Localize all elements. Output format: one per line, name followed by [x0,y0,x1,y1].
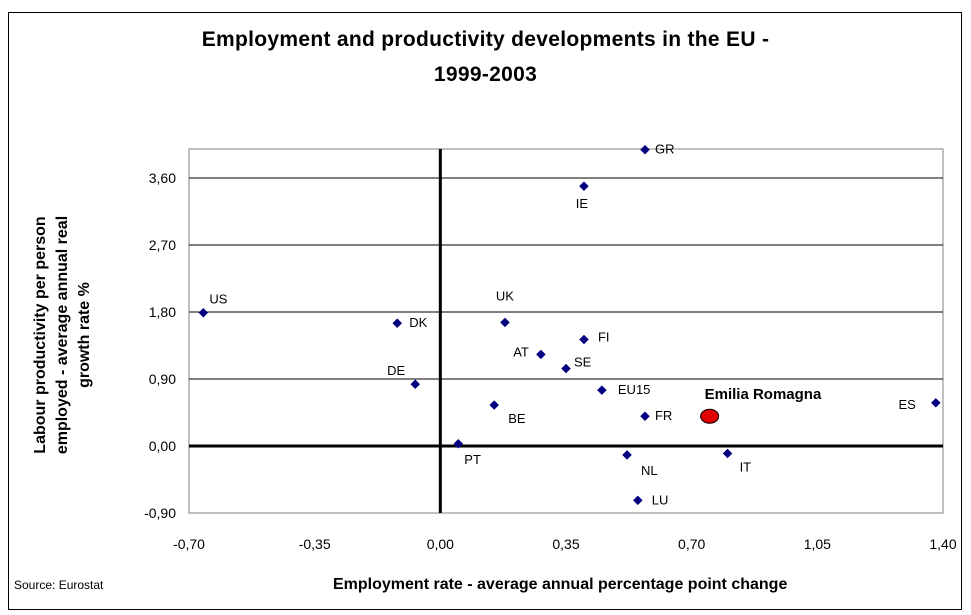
point-be [489,400,500,410]
grid-lines [189,177,943,380]
source-note: Source: Eurostat [14,578,104,592]
point-pt [453,438,464,449]
y-tick-label: 2,70 [149,237,176,253]
point-emilia-romagna [700,408,720,424]
point-label-be: BE [508,411,526,426]
point-label-uk: UK [496,288,514,303]
point-label-ie: IE [576,196,589,211]
point-label-it: IT [740,459,752,474]
point-label-fi: FI [598,330,610,345]
point-eu15 [597,385,607,396]
x-tick-label: 0,00 [427,536,454,552]
point-es [930,397,941,408]
point-label-gr: GR [655,142,675,157]
y-tick-label: 0,00 [149,438,176,454]
x-axis-label: Employment rate - average annual percent… [333,576,788,593]
chart-title: Employment and productivity developments… [201,28,770,86]
point-fr [640,411,650,422]
point-uk [500,317,510,328]
point-label-fr: FR [655,408,672,423]
y-tick-label: 1,80 [149,304,176,320]
point-ie [579,181,589,192]
point-de [410,379,421,390]
point-label-us: US [209,292,227,307]
point-label-lu: LU [652,492,669,507]
x-tick-label: 1,40 [929,536,956,552]
y-tick-label: 3,60 [149,170,176,186]
point-fi [579,334,589,345]
x-tick-label: 0,70 [678,536,705,552]
point-lu [632,495,643,506]
point-label-es: ES [898,397,916,412]
point-nl [622,450,632,460]
x-tick-label: 0,35 [552,536,579,552]
plot-area [188,148,944,514]
point-label-se: SE [574,355,592,370]
x-tick-label: -0,35 [299,536,331,552]
point-us [198,307,209,318]
point-label-pt: PT [464,452,481,467]
point-label-dk: DK [409,315,427,330]
data-points: GR IE US DK UK FI AT SE DE EU15 BE FR ES PT NL IT LU Emil… [198,142,941,507]
y-tick-label: -0,90 [144,505,176,521]
axes [189,149,943,513]
point-label-de: DE [387,363,405,378]
point-label-nl: NL [641,463,658,478]
point-label-emilia-romagna: Emilia Romagna [705,386,822,403]
x-tick-label: -0,70 [173,536,205,552]
point-label-at: AT [513,344,529,359]
point-se [561,363,571,374]
point-dk [392,318,403,329]
tick-labels: -0,90 0,00 0,90 1,80 2,70 3,60 -0,70 -0,35 0,00 0… [144,170,957,552]
point-label-eu15: EU15 [618,382,651,397]
y-tick-label: 0,90 [149,371,176,387]
point-gr [640,144,650,155]
x-tick-label: 1,05 [804,536,831,552]
point-at [536,349,546,360]
point-it [722,448,733,459]
